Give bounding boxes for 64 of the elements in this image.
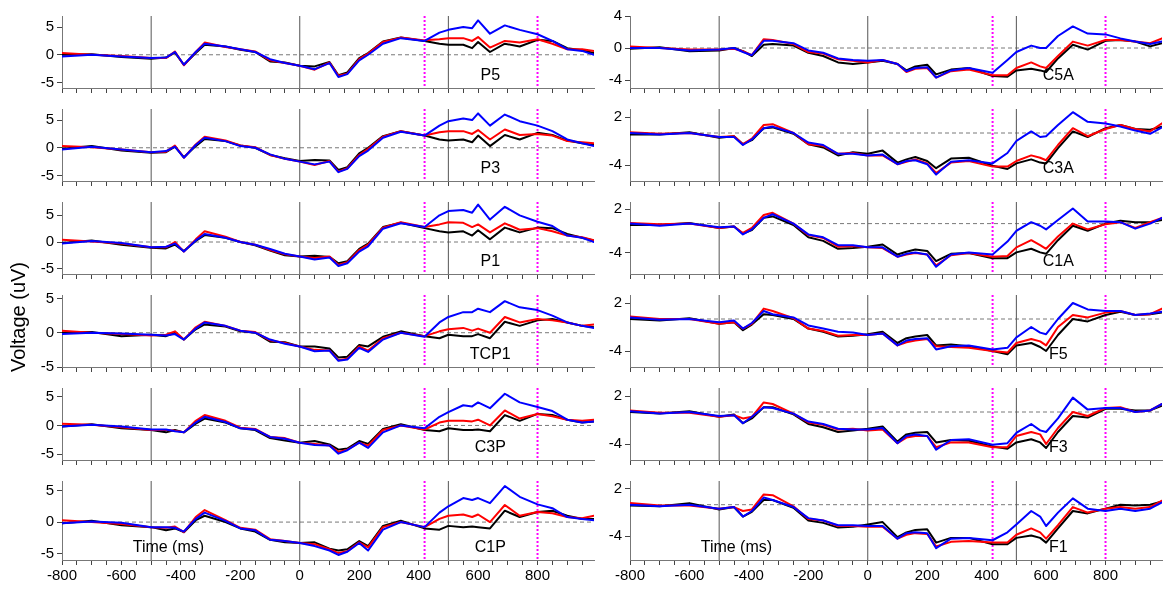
y-tick-label: -5 (40, 258, 54, 276)
x-tick-label: 200 (346, 566, 372, 584)
y-tick-label: 5 (45, 288, 54, 306)
x-tick-label: 200 (914, 566, 940, 584)
y-tick-label: -4 (608, 155, 622, 173)
y-tick-label: -5 (40, 72, 54, 90)
text: F5 (1048, 345, 1068, 363)
x-tick-label: -400 (733, 566, 764, 584)
y-tick-label: 0 (45, 44, 54, 62)
x-tick-label: -600 (106, 566, 137, 584)
x-tick-label: 600 (465, 566, 491, 584)
y-tick-label: 5 (45, 110, 54, 128)
text: F1 (1048, 538, 1068, 556)
x-tick-label: 0 (863, 566, 872, 584)
x-tick-label: 400 (406, 566, 432, 584)
text: C3A (1042, 159, 1075, 177)
x-tick-label: 400 (974, 566, 1000, 584)
text: P1 (480, 252, 501, 270)
y-tick-label: -4 (608, 242, 622, 260)
x-tick-label: 600 (1033, 566, 1059, 584)
y-tick-label: 5 (45, 17, 54, 35)
text: C1P (474, 538, 506, 556)
y-tick-label: 0 (45, 232, 54, 250)
y-tick-label: 5 (45, 205, 54, 223)
text: F3 (1048, 438, 1068, 456)
x-tick-label: 800 (1093, 566, 1119, 584)
y-tick-label: 0 (45, 322, 54, 340)
y-tick-label: 2 (613, 199, 622, 217)
x-tick-label: -400 (165, 566, 196, 584)
text: P3 (480, 159, 501, 177)
y-tick-label: -5 (40, 543, 54, 561)
x-tick-label: -800 (46, 566, 78, 584)
y-tick-label: 0 (45, 512, 54, 530)
y-tick-label: 5 (45, 386, 54, 404)
x-tick-label: 800 (525, 566, 551, 584)
y-tick-label: 2 (613, 479, 622, 497)
x-axis-title: Time (ms) (132, 538, 205, 556)
y-tick-label: 0 (613, 38, 622, 56)
y-tick-label: 5 (45, 480, 54, 498)
x-tick-label: -200 (225, 566, 256, 584)
text: C3P (474, 438, 506, 456)
y-tick-label: 4 (613, 6, 622, 24)
y-tick-label: 0 (45, 415, 54, 433)
y-tick-label: -5 (40, 357, 54, 375)
x-axis-title: Time (ms) (700, 538, 773, 556)
x-tick-label: -800 (614, 566, 646, 584)
y-tick-label: -5 (40, 165, 54, 183)
text: C5A (1042, 66, 1075, 84)
text: C1A (1042, 252, 1075, 270)
y-tick-label: -4 (608, 526, 622, 544)
y-axis-title: Voltage (uV) (6, 261, 30, 373)
x-tick-label: -200 (793, 566, 824, 584)
y-tick-label: 2 (613, 107, 622, 125)
x-tick-label: 0 (295, 566, 304, 584)
text: TCP1 (469, 345, 511, 363)
y-tick-label: -4 (608, 434, 622, 452)
x-tick-label: -600 (674, 566, 705, 584)
text: P5 (480, 66, 501, 84)
y-tick-label: 0 (45, 137, 54, 155)
y-tick-label: -4 (608, 70, 622, 88)
y-tick-label: -4 (608, 341, 622, 359)
y-tick-label: -5 (40, 444, 54, 462)
y-tick-label: 2 (613, 386, 622, 404)
y-tick-label: 2 (613, 293, 622, 311)
